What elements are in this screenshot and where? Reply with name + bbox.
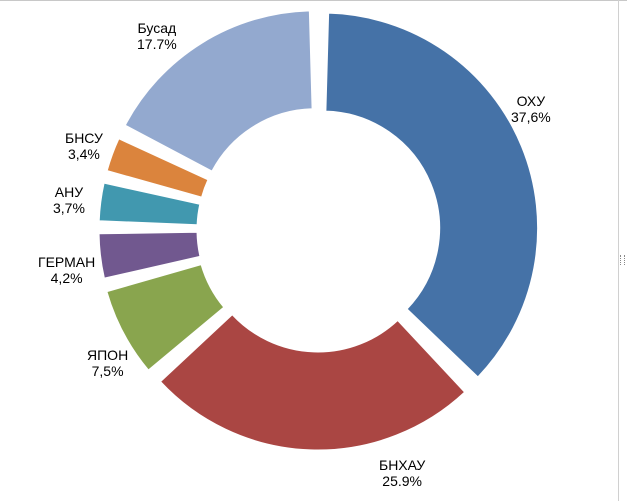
slice-label-7: Бусад 17.7% [137, 20, 177, 52]
slice-category: ЯПОН [87, 347, 129, 363]
slice-5 [98, 182, 201, 226]
slice-7 [124, 10, 313, 172]
slice-label-3: ЯПОН 7,5% [87, 347, 128, 379]
resize-handle[interactable] [620, 255, 625, 265]
slice-category: Бусад [137, 20, 177, 36]
slice-1 [325, 12, 539, 378]
slice-category: АНУ [54, 184, 84, 200]
slice-percent: 37,6% [511, 109, 551, 125]
slice-percent: 7,5% [91, 363, 124, 379]
slice-label-6: БНСУ 3,4% [65, 130, 103, 162]
slice-percent: 3,7% [53, 200, 85, 216]
slice-category: БНСУ [65, 130, 103, 146]
slice-4 [98, 231, 201, 279]
chart-frame-right-border [618, 0, 619, 501]
slice-label-4: ГЕРМАН 4,2% [38, 254, 95, 286]
slice-percent: 17.7% [137, 36, 177, 52]
slice-6 [106, 138, 209, 198]
slice-label-2: БНХАУ 25.9% [379, 457, 425, 489]
slice-3 [106, 263, 225, 371]
slice-category: ГЕРМАН [38, 254, 96, 270]
slice-percent: 4,2% [50, 270, 83, 286]
slice-percent: 3,4% [67, 146, 100, 162]
slice-category: БНХАУ [379, 457, 426, 473]
slice-label-1: ОХУ 37,6% [511, 93, 551, 125]
chart-frame-top-border [0, 0, 627, 1]
slice-category: ОХУ [516, 93, 546, 109]
slice-percent: 25.9% [382, 473, 422, 489]
slice-2 [159, 314, 466, 451]
slice-label-5: АНУ 3,7% [53, 184, 85, 216]
